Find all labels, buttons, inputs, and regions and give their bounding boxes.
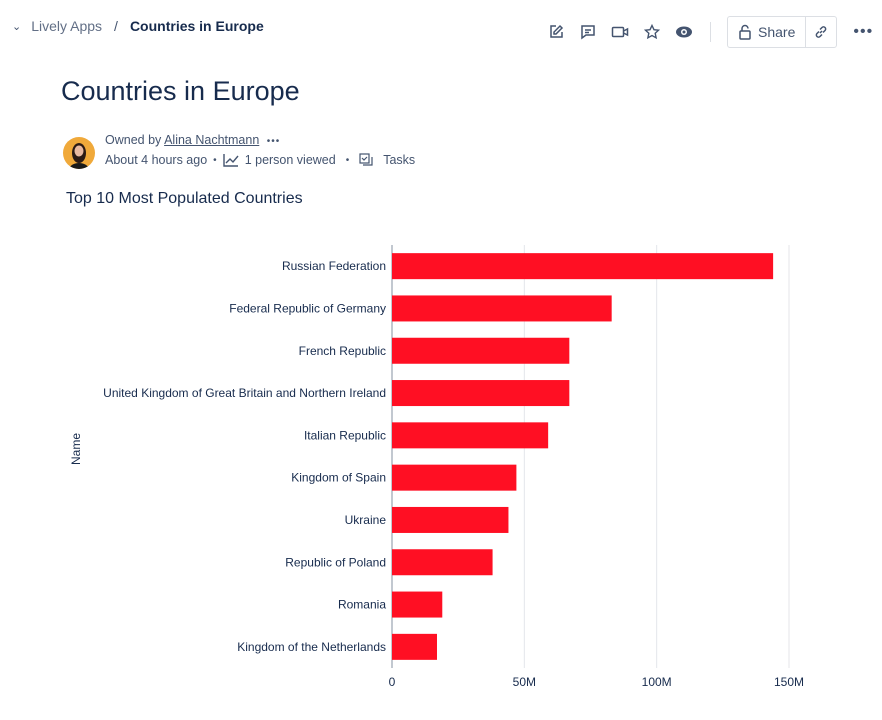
bar bbox=[392, 591, 443, 618]
bar bbox=[392, 464, 517, 491]
more-icon[interactable]: ••• bbox=[853, 23, 874, 40]
y-tick-label: Romania bbox=[338, 598, 386, 612]
owned-by-label: Owned by bbox=[105, 133, 162, 147]
bar bbox=[392, 295, 612, 322]
x-tick-label: 0 bbox=[389, 675, 396, 689]
bar bbox=[392, 380, 570, 407]
bar bbox=[392, 506, 509, 533]
y-axis-label: Name bbox=[69, 433, 83, 465]
last-updated[interactable]: About 4 hours ago bbox=[105, 153, 208, 167]
avatar[interactable] bbox=[63, 137, 95, 169]
tasks-icon bbox=[359, 153, 373, 166]
y-tick-label: Kingdom of the Netherlands bbox=[237, 640, 386, 654]
page-toolbar: Share ••• bbox=[540, 16, 873, 48]
y-tick-label: Italian Republic bbox=[304, 428, 386, 442]
bar bbox=[392, 337, 570, 364]
analytics-icon bbox=[222, 154, 239, 167]
y-tick-label: Russian Federation bbox=[282, 259, 386, 273]
chart-title: Top 10 Most Populated Countries bbox=[66, 190, 303, 207]
dot-separator: • bbox=[213, 154, 217, 166]
bar-chart: 0 50M 100M 150M Russian Federation Federal Re… bbox=[69, 245, 804, 689]
y-tick-label: Ukraine bbox=[345, 513, 387, 527]
owner-line: Owned by Alina Nachtmann ••• bbox=[105, 133, 280, 147]
page-title: Countries in Europe bbox=[61, 76, 300, 106]
chevron-down-icon[interactable]: ⌄ bbox=[12, 20, 22, 33]
link-icon bbox=[816, 26, 827, 38]
y-tick-label: Kingdom of Spain bbox=[291, 471, 386, 485]
y-tick-label: Federal Republic of Germany bbox=[229, 301, 386, 315]
more-actions-icon[interactable]: ••• bbox=[266, 136, 281, 147]
star-icon[interactable] bbox=[636, 20, 668, 44]
share-button[interactable]: Share bbox=[728, 17, 807, 47]
bar bbox=[392, 633, 437, 660]
x-tick-label: 150M bbox=[774, 675, 804, 689]
y-tick-label: Republic of Poland bbox=[285, 555, 386, 569]
viewers-count[interactable]: 1 person viewed bbox=[244, 153, 336, 167]
tasks-link[interactable]: Tasks bbox=[383, 153, 416, 167]
lock-icon bbox=[739, 24, 751, 40]
breadcrumb-space[interactable]: Lively Apps bbox=[31, 18, 103, 34]
breadcrumb-current[interactable]: Countries in Europe bbox=[129, 18, 264, 34]
bar bbox=[392, 422, 549, 449]
page-meta: About 4 hours ago • 1 person viewed • Ta… bbox=[105, 153, 415, 167]
owner-link[interactable]: Alina Nachtmann bbox=[164, 133, 260, 147]
comment-icon[interactable] bbox=[572, 20, 604, 44]
y-tick-label: United Kingdom of Great Britain and Nort… bbox=[103, 386, 386, 400]
divider bbox=[710, 22, 711, 42]
video-icon[interactable] bbox=[604, 20, 636, 44]
bar bbox=[392, 549, 493, 576]
copy-link-button[interactable] bbox=[806, 17, 836, 47]
breadcrumb-separator: / bbox=[114, 18, 118, 34]
watch-icon[interactable] bbox=[668, 20, 700, 44]
share-label: Share bbox=[758, 24, 796, 40]
x-tick-label: 100M bbox=[642, 675, 672, 689]
dot-separator: • bbox=[345, 154, 350, 166]
breadcrumb: ⌄ Lively Apps / Countries in Europe bbox=[12, 18, 264, 34]
x-tick-label: 50M bbox=[513, 675, 536, 689]
bar bbox=[392, 253, 774, 280]
y-tick-label: French Republic bbox=[299, 344, 386, 358]
share-group: Share bbox=[727, 16, 838, 48]
edit-icon[interactable] bbox=[540, 20, 572, 44]
